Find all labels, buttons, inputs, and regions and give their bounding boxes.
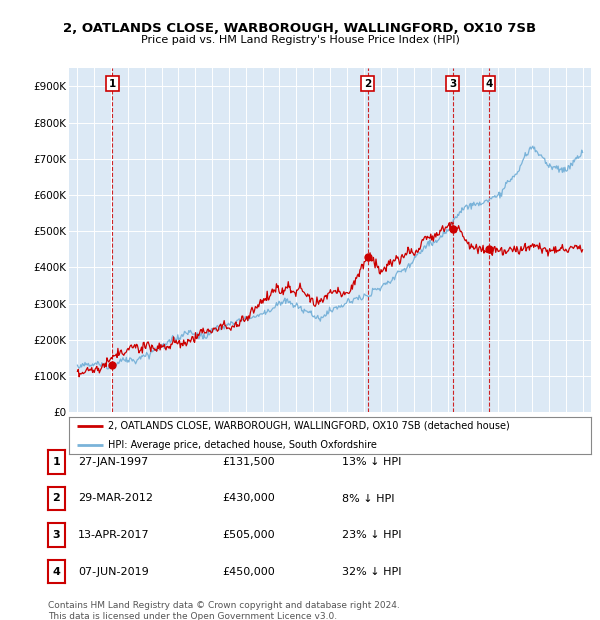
- Text: £430,000: £430,000: [222, 494, 275, 503]
- Text: 13% ↓ HPI: 13% ↓ HPI: [342, 457, 401, 467]
- Text: £131,500: £131,500: [222, 457, 275, 467]
- Text: 23% ↓ HPI: 23% ↓ HPI: [342, 530, 401, 540]
- Text: 07-JUN-2019: 07-JUN-2019: [78, 567, 149, 577]
- Text: HPI: Average price, detached house, South Oxfordshire: HPI: Average price, detached house, Sout…: [108, 440, 377, 450]
- Text: £450,000: £450,000: [222, 567, 275, 577]
- Text: 4: 4: [52, 567, 61, 577]
- Text: 3: 3: [449, 79, 456, 89]
- Text: 32% ↓ HPI: 32% ↓ HPI: [342, 567, 401, 577]
- Text: 2: 2: [53, 494, 60, 503]
- Text: £505,000: £505,000: [222, 530, 275, 540]
- Text: Price paid vs. HM Land Registry's House Price Index (HPI): Price paid vs. HM Land Registry's House …: [140, 35, 460, 45]
- Text: 1: 1: [53, 457, 60, 467]
- Text: 2, OATLANDS CLOSE, WARBOROUGH, WALLINGFORD, OX10 7SB (detached house): 2, OATLANDS CLOSE, WARBOROUGH, WALLINGFO…: [108, 421, 510, 431]
- Text: 4: 4: [485, 79, 493, 89]
- Text: 8% ↓ HPI: 8% ↓ HPI: [342, 494, 395, 503]
- Text: 13-APR-2017: 13-APR-2017: [78, 530, 149, 540]
- Text: 2: 2: [364, 79, 371, 89]
- Text: 29-MAR-2012: 29-MAR-2012: [78, 494, 153, 503]
- Text: 2, OATLANDS CLOSE, WARBOROUGH, WALLINGFORD, OX10 7SB: 2, OATLANDS CLOSE, WARBOROUGH, WALLINGFO…: [64, 22, 536, 35]
- Text: 3: 3: [53, 530, 60, 540]
- Text: Contains HM Land Registry data © Crown copyright and database right 2024.
This d: Contains HM Land Registry data © Crown c…: [48, 601, 400, 620]
- Text: 1: 1: [109, 79, 116, 89]
- Text: 27-JAN-1997: 27-JAN-1997: [78, 457, 148, 467]
